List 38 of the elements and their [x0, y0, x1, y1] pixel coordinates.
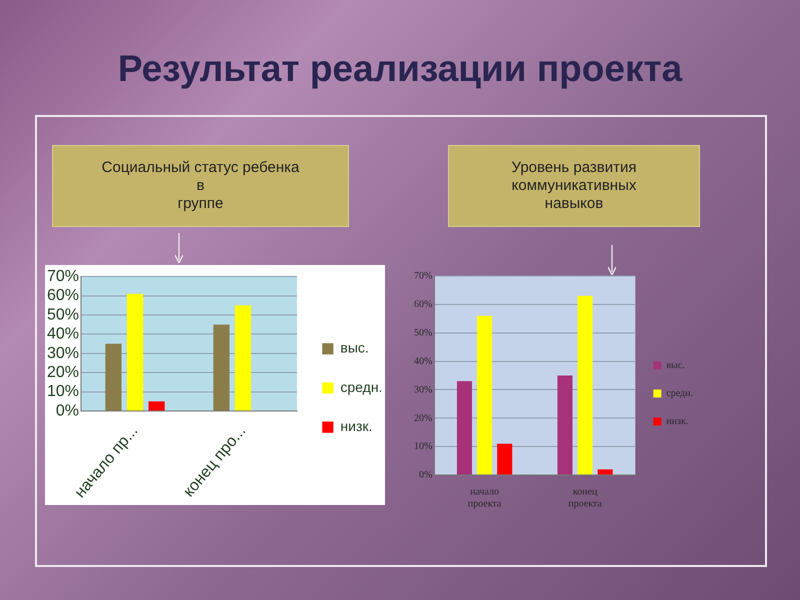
bar: [557, 376, 573, 474]
y-tick-label: 50%: [414, 327, 432, 338]
bar: [497, 444, 512, 474]
y-tick-label: 20%: [46, 364, 80, 381]
y-tick-label: 60%: [414, 299, 432, 310]
y-tick-label: 20%: [414, 412, 432, 424]
y-tick-label: 0%: [56, 402, 80, 420]
bar: [105, 344, 122, 410]
legend-label: низк.: [340, 418, 372, 434]
x-tick-label: конец проекта: [568, 486, 602, 510]
y-tick-label: 70%: [46, 268, 80, 286]
x-tick-label: начало проекта: [468, 486, 502, 510]
legend-label: выс.: [666, 360, 685, 372]
legend-label: средн.: [340, 378, 382, 395]
chart-title: Социальный статус ребенка в группе: [52, 145, 349, 227]
y-tick-label: 70%: [414, 270, 432, 282]
y-tick-label: 0%: [418, 470, 432, 481]
y-tick-label: 30%: [414, 384, 432, 396]
bar: [477, 316, 492, 474]
y-tick-label: 10%: [414, 441, 432, 452]
bar: [456, 381, 472, 474]
y-tick-label: 30%: [46, 344, 80, 362]
y-tick-label: 40%: [46, 326, 80, 343]
text: Результат реализации проекта: [116, 48, 684, 90]
legend-label: выс.: [340, 340, 369, 356]
bar: [598, 469, 613, 474]
bar: [578, 296, 593, 474]
bar: [213, 324, 230, 410]
legend-label: низк.: [666, 416, 688, 428]
chart-title: Уровень развития коммуникативных навыков: [448, 145, 700, 227]
bar: [148, 401, 165, 410]
bar: [234, 305, 252, 410]
y-tick-label: 60%: [46, 287, 80, 304]
y-tick-label: 40%: [414, 356, 432, 367]
bar: [126, 294, 144, 410]
y-tick-label: 50%: [46, 306, 80, 324]
y-tick-label: 10%: [46, 383, 80, 400]
legend-label: средн.: [666, 388, 694, 400]
